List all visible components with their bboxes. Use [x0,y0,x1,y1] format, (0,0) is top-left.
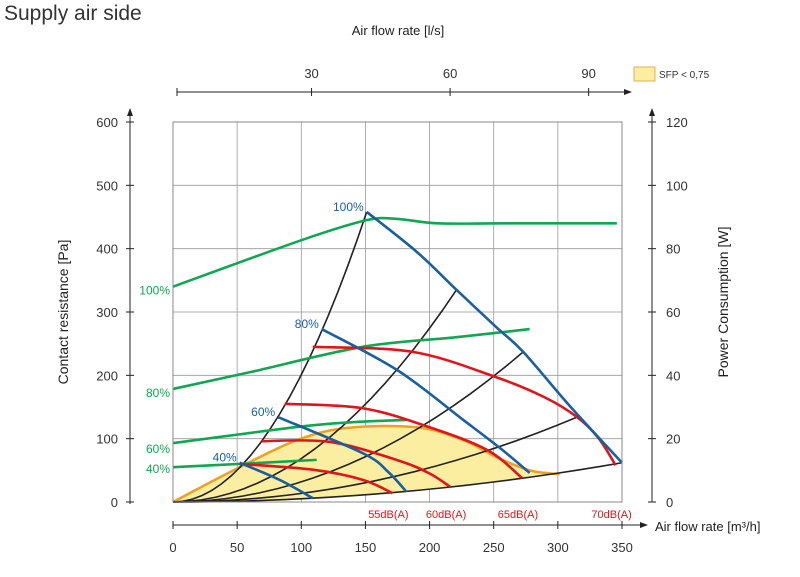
left-axis-tick-label: 600 [96,115,118,130]
sfp-area [173,426,560,502]
right-axis-tick-label: 0 [666,495,673,510]
bottom-axis-tick-label: 350 [611,540,633,555]
power-curve-label: 100% [139,284,170,298]
fan-curve [365,210,623,464]
top-axis-tick-label: 60 [443,66,457,81]
system-curve [172,416,578,503]
bottom-axis-tick-label: 250 [483,540,505,555]
left-axis-tick-label: 200 [96,368,118,383]
left-axis-label: Contact resistance [Pa] [55,240,71,385]
power-curve-label: 40% [146,462,170,476]
right-axis-tick-label: 40 [666,368,680,383]
sound-curve-label: 70dB(A) [591,509,631,521]
left-axis-tick-label: 100 [96,432,118,447]
top-axis-arrow-icon [624,89,632,95]
legend-label: SFP < 0,75 [659,70,710,81]
top-axis-label: Air flow rate [l/s] [352,23,444,38]
top-axis-tick-label: 30 [304,66,318,81]
right-axis-tick-label: 80 [666,242,680,257]
left-axis-tick-label: 500 [96,178,118,193]
sound-curve [261,438,451,488]
left-axis-tick-label: 400 [96,242,118,257]
sound-curve [284,402,523,479]
right-axis-arrow-icon [649,108,655,116]
right-axis-label: Power Consumption [W] [715,227,731,378]
bottom-axis-tick-label: 0 [169,540,176,555]
right-axis-tick-label: 100 [666,178,688,193]
right-axis-tick-label: 60 [666,305,680,320]
power-curve-80pct [172,327,530,391]
power-curve-40pct [172,458,317,469]
bottom-axis-tick-label: 300 [547,540,569,555]
bottom-axis-arrow-icon [640,522,648,528]
sound-curve [239,462,393,495]
bottom-axis-tick-label: 150 [355,540,377,555]
bottom-axis-tick-label: 200 [419,540,441,555]
bottom-axis-label: Air flow rate [m³/h] [655,519,760,534]
sound-curve-label: 60dB(A) [426,509,466,521]
sound-curve-label: 65dB(A) [498,509,538,521]
power-curve-label: 80% [146,386,170,400]
system-curve [172,289,458,503]
power-curve-60pct [172,418,407,445]
fan-curve-label: 100% [333,200,364,214]
left-axis-tick-label: 0 [111,495,118,510]
right-axis-tick-label: 120 [666,115,688,130]
sound-curve-label: 55dB(A) [368,509,408,521]
chart-title: Supply air side [4,2,142,25]
left-axis-tick-label: 300 [96,305,118,320]
fan-curve-label: 40% [213,451,237,465]
right-axis-tick-label: 20 [666,432,680,447]
bottom-axis-tick-label: 100 [290,540,312,555]
left-axis-arrow-icon [127,108,133,116]
plot-frame [172,121,623,503]
bottom-axis-tick-label: 50 [230,540,244,555]
power-curve-label: 60% [146,442,170,456]
fan-curve [239,461,314,500]
fan-curve-label: 60% [251,405,275,419]
legend-swatch [633,66,656,82]
top-axis-tick-label: 90 [581,66,595,81]
power-curve-100pct [172,216,617,288]
fan-curve [277,415,408,493]
system-curve [172,351,524,503]
fan-curve-label: 80% [295,317,319,331]
fan-curve [321,327,531,474]
system-curve [172,461,623,503]
